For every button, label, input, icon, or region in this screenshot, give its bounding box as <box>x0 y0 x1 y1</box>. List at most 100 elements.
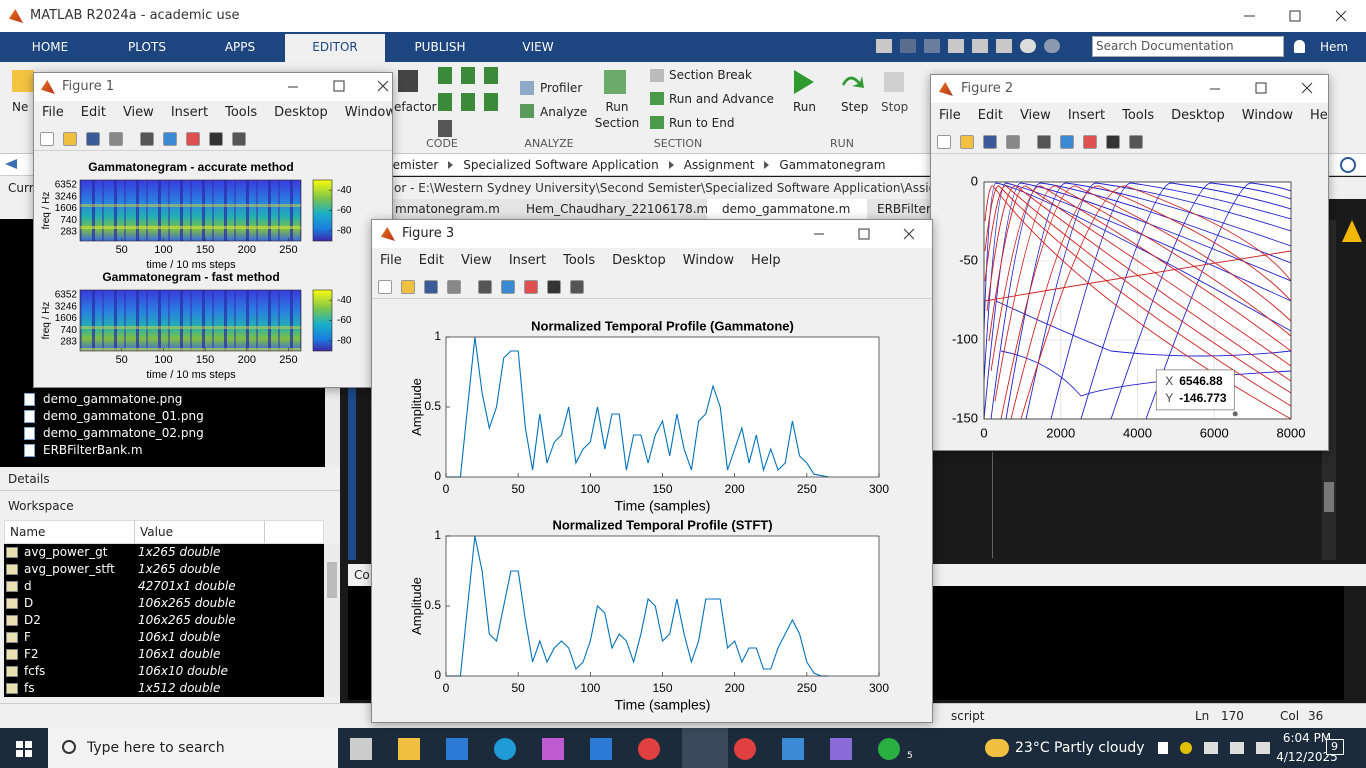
menu-item[interactable]: Edit <box>80 105 106 120</box>
toolbar-button[interactable] <box>209 132 223 146</box>
menu-item[interactable]: Tools <box>225 105 258 120</box>
menu-item[interactable]: Tools <box>1122 108 1155 123</box>
menu-item[interactable]: Tools <box>563 253 596 268</box>
file-row[interactable]: demo_gammatone_02.png <box>24 425 316 442</box>
menu-item[interactable]: Help <box>1310 108 1328 123</box>
menu-item[interactable]: Edit <box>418 253 444 268</box>
menu-item[interactable]: Window <box>1241 108 1294 123</box>
toolbar-button[interactable] <box>232 132 246 146</box>
clock-date[interactable]: 4/12/2025 <box>1276 750 1338 764</box>
button-label[interactable]: Step <box>841 100 869 114</box>
button-label[interactable]: Run and Advance <box>669 92 774 106</box>
button-label[interactable]: Profiler <box>540 81 583 95</box>
toolbar-button[interactable] <box>63 132 77 146</box>
file-row[interactable]: demo_gammatone.png <box>24 391 316 408</box>
workspace-row[interactable]: d 42701x1 double <box>4 578 324 595</box>
toolbar-button[interactable] <box>1083 135 1097 149</box>
toolbar-button[interactable] <box>547 280 561 294</box>
tab[interactable]: HOME <box>31 40 69 54</box>
toolbar-button[interactable] <box>1129 135 1143 149</box>
breadcrumb-item[interactable]: Semister <box>385 158 439 172</box>
toolbar-button[interactable] <box>501 280 515 294</box>
column-header[interactable]: Value <box>140 525 173 539</box>
workspace-row[interactable]: fs 1x512 double <box>4 680 324 697</box>
back-arrow[interactable] <box>5 159 17 169</box>
tab[interactable]: PUBLISH <box>414 40 466 54</box>
editor-tab[interactable]: Hem_Chaudhary_22106178.m <box>526 202 709 216</box>
toolbar-button[interactable] <box>140 132 154 146</box>
menu-item[interactable]: Insert <box>508 253 547 268</box>
menu-item[interactable]: Desktop <box>274 105 328 120</box>
toolbar-button[interactable] <box>424 280 438 294</box>
weather[interactable]: 23°C Partly cloudy <box>1015 740 1145 756</box>
search-box[interactable]: Search Documentation <box>1092 36 1284 57</box>
clock-time[interactable]: 6:04 PM <box>1282 731 1332 745</box>
column-header[interactable]: Name <box>10 525 46 539</box>
toolbar-button[interactable] <box>1060 135 1074 149</box>
toolbar-button[interactable] <box>109 132 123 146</box>
menu-item[interactable]: Desktop <box>612 253 666 268</box>
menu-item[interactable]: Help <box>751 253 781 268</box>
panel-title[interactable]: Details <box>8 472 50 486</box>
start-button[interactable] <box>16 741 32 757</box>
toolbar-button[interactable] <box>570 280 584 294</box>
menu-item[interactable]: Desktop <box>1171 108 1225 123</box>
workspace-row[interactable]: D 106x265 double <box>4 595 324 612</box>
tab[interactable]: PLOTS <box>128 40 166 54</box>
tab[interactable]: APPS <box>224 40 256 54</box>
button-label[interactable]: Section <box>594 116 640 130</box>
toolbar-button[interactable] <box>186 132 200 146</box>
toolbar-button[interactable] <box>524 280 538 294</box>
toolbar-button[interactable] <box>478 280 492 294</box>
file-row[interactable]: demo_gammatone_01.png <box>24 408 316 425</box>
button-label[interactable]: efactor <box>394 100 437 114</box>
menu-item[interactable]: Edit <box>977 108 1003 123</box>
menu-item[interactable]: View <box>1019 108 1051 123</box>
button-label[interactable]: Analyze <box>540 105 588 119</box>
menu-item[interactable]: Insert <box>1067 108 1106 123</box>
breadcrumb-item[interactable]: Assignment <box>683 158 755 172</box>
toolbar-button[interactable] <box>983 135 997 149</box>
menu-item[interactable]: View <box>122 105 154 120</box>
file-row[interactable]: ERBFilterBank.m <box>24 442 316 459</box>
toolbar-button[interactable] <box>1106 135 1120 149</box>
editor-tab[interactable]: demo_gammatone.m <box>722 202 851 216</box>
toolbar-button[interactable] <box>86 132 100 146</box>
search-icon[interactable] <box>1340 157 1356 173</box>
toolbar-button[interactable] <box>960 135 974 149</box>
toolbar-button[interactable] <box>163 132 177 146</box>
toolbar-button[interactable] <box>937 135 951 149</box>
taskbar-search[interactable]: Type here to search <box>48 728 338 768</box>
button-label[interactable]: Stop <box>881 100 909 114</box>
workspace-row[interactable]: avg_power_gt 1x265 double <box>4 544 324 561</box>
user-menu[interactable]: Hem <box>1320 40 1349 54</box>
tab[interactable]: VIEW <box>522 40 554 54</box>
toolbar-button[interactable] <box>40 132 54 146</box>
breadcrumb-item[interactable]: Gammatonegram <box>779 158 886 172</box>
toolbar-button[interactable] <box>447 280 461 294</box>
button-label[interactable]: Run <box>605 100 629 114</box>
window-controls[interactable] <box>1230 0 1366 32</box>
menu-item[interactable]: View <box>460 253 492 268</box>
workspace-row[interactable]: D2 106x265 double <box>4 612 324 629</box>
button-label[interactable]: Section Break <box>669 68 752 82</box>
menu-item[interactable]: File <box>380 253 402 268</box>
editor-tab[interactable]: mmatonegram.m <box>395 202 500 216</box>
button-label[interactable]: Ne <box>12 100 29 114</box>
notifications[interactable]: 9 <box>1326 739 1344 755</box>
toolbar-button[interactable] <box>401 280 415 294</box>
workspace-row[interactable]: F 106x1 double <box>4 629 324 646</box>
workspace-row[interactable]: fcfs 106x10 double <box>4 663 324 680</box>
button-label[interactable]: Run to End <box>669 116 735 130</box>
workspace-row[interactable]: avg_power_stft 1x265 double <box>4 561 324 578</box>
toolbar-button[interactable] <box>1037 135 1051 149</box>
menu-item[interactable]: Insert <box>170 105 209 120</box>
workspace-row[interactable]: F2 106x1 double <box>4 646 324 663</box>
bell-icon[interactable] <box>1294 40 1305 53</box>
menu-item[interactable]: Window <box>344 105 393 120</box>
editor-tab[interactable]: ERBFilterB <box>877 202 940 216</box>
menu-item[interactable]: Window <box>682 253 735 268</box>
tab[interactable]: EDITOR <box>312 40 358 54</box>
menu-item[interactable]: File <box>939 108 961 123</box>
button-label[interactable]: Run <box>793 100 817 114</box>
